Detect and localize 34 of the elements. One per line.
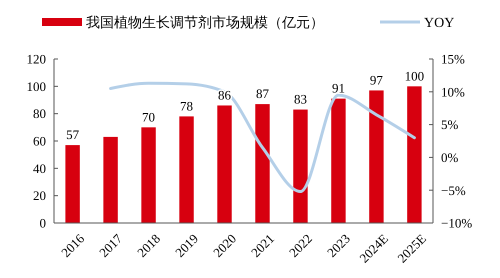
bar [65, 145, 80, 223]
y-tick-label: 60 [33, 134, 46, 149]
data-label: 70 [142, 109, 156, 124]
data-label: 100 [404, 68, 424, 84]
y-tick-label: 80 [33, 106, 46, 122]
y-tick-label: 0 [40, 216, 46, 231]
data-label: 57 [66, 127, 80, 142]
y-tick-label: 120 [26, 52, 46, 67]
y2-tick-label: 0% [441, 150, 458, 165]
legend-label: YOY [424, 16, 454, 31]
y-tick-label: 20 [33, 188, 46, 204]
y2-tick-label: 10% [441, 84, 465, 100]
y-tick-label: 100 [26, 78, 46, 94]
data-label: 83 [294, 92, 307, 107]
data-label: 78 [180, 98, 194, 114]
data-label: 87 [256, 86, 270, 102]
bar [141, 127, 156, 223]
data-label: 97 [370, 72, 384, 88]
bar [369, 90, 384, 223]
y2-tick-label: −10% [441, 216, 472, 231]
bar [179, 116, 194, 223]
data-label: 91 [332, 80, 345, 96]
bar [331, 98, 346, 223]
bar [407, 86, 422, 223]
y2-tick-label: 5% [441, 117, 458, 132]
y-tick-label: 40 [33, 160, 46, 176]
bar [103, 136, 118, 223]
data-label: 86 [218, 87, 232, 102]
bar [217, 105, 232, 223]
y2-tick-label: 15% [441, 52, 465, 67]
bar [293, 110, 308, 223]
y2-tick-label: −5% [441, 182, 466, 198]
bar [255, 104, 270, 223]
legend-label: 我国植物生长调节剂市场规模（亿元） [86, 14, 324, 31]
